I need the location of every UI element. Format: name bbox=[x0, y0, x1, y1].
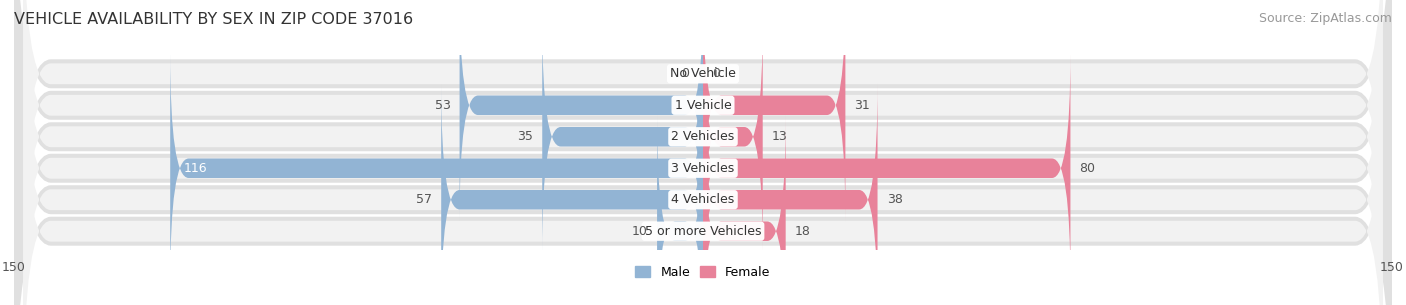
Text: 38: 38 bbox=[887, 193, 903, 206]
FancyBboxPatch shape bbox=[24, 0, 1382, 305]
FancyBboxPatch shape bbox=[14, 0, 1392, 305]
Text: 18: 18 bbox=[794, 225, 811, 238]
Text: 116: 116 bbox=[184, 162, 208, 175]
FancyBboxPatch shape bbox=[441, 84, 703, 305]
Text: 31: 31 bbox=[855, 99, 870, 112]
Legend: Male, Female: Male, Female bbox=[636, 266, 770, 279]
FancyBboxPatch shape bbox=[24, 0, 1382, 284]
Text: 57: 57 bbox=[416, 193, 432, 206]
Text: 35: 35 bbox=[517, 130, 533, 143]
FancyBboxPatch shape bbox=[24, 21, 1382, 305]
Text: 53: 53 bbox=[434, 99, 450, 112]
Text: 80: 80 bbox=[1080, 162, 1095, 175]
FancyBboxPatch shape bbox=[460, 0, 703, 221]
Text: 10: 10 bbox=[633, 225, 648, 238]
Text: 0: 0 bbox=[682, 67, 689, 80]
FancyBboxPatch shape bbox=[703, 84, 877, 305]
FancyBboxPatch shape bbox=[703, 115, 786, 305]
Text: No Vehicle: No Vehicle bbox=[671, 67, 735, 80]
Text: 3 Vehicles: 3 Vehicles bbox=[672, 162, 734, 175]
FancyBboxPatch shape bbox=[24, 0, 1382, 252]
FancyBboxPatch shape bbox=[14, 0, 1392, 305]
FancyBboxPatch shape bbox=[703, 20, 762, 253]
FancyBboxPatch shape bbox=[14, 0, 1392, 305]
Text: 0: 0 bbox=[713, 67, 720, 80]
FancyBboxPatch shape bbox=[543, 20, 703, 253]
Text: 2 Vehicles: 2 Vehicles bbox=[672, 130, 734, 143]
Text: 13: 13 bbox=[772, 130, 787, 143]
Text: 4 Vehicles: 4 Vehicles bbox=[672, 193, 734, 206]
Text: VEHICLE AVAILABILITY BY SEX IN ZIP CODE 37016: VEHICLE AVAILABILITY BY SEX IN ZIP CODE … bbox=[14, 12, 413, 27]
FancyBboxPatch shape bbox=[657, 115, 703, 305]
FancyBboxPatch shape bbox=[14, 0, 1392, 305]
FancyBboxPatch shape bbox=[24, 53, 1382, 305]
Text: 1 Vehicle: 1 Vehicle bbox=[675, 99, 731, 112]
FancyBboxPatch shape bbox=[14, 0, 1392, 305]
Text: 5 or more Vehicles: 5 or more Vehicles bbox=[645, 225, 761, 238]
FancyBboxPatch shape bbox=[24, 0, 1382, 305]
FancyBboxPatch shape bbox=[170, 52, 703, 285]
Text: Source: ZipAtlas.com: Source: ZipAtlas.com bbox=[1258, 12, 1392, 25]
FancyBboxPatch shape bbox=[703, 0, 845, 221]
FancyBboxPatch shape bbox=[703, 52, 1070, 285]
FancyBboxPatch shape bbox=[14, 0, 1392, 305]
